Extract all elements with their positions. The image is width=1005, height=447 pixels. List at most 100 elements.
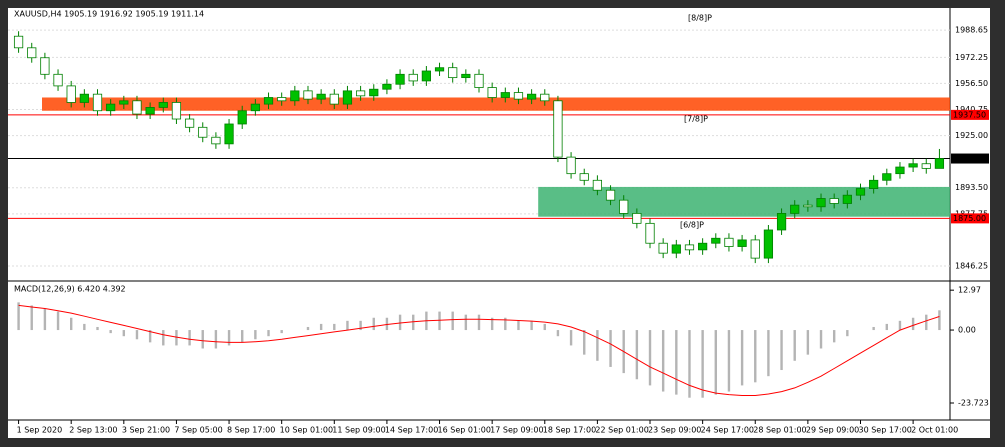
x-tick-label: 17 Sep 09:00 xyxy=(490,426,543,435)
candle-body xyxy=(145,107,155,115)
candle-body xyxy=(513,92,524,100)
candle-body xyxy=(119,100,129,105)
x-tick-label: 1 Sep 2020 xyxy=(17,426,63,435)
candle-body xyxy=(671,244,681,254)
histogram-bar xyxy=(596,330,599,361)
candle-body xyxy=(684,244,695,251)
candle-body xyxy=(421,70,431,82)
candle-body xyxy=(645,222,655,244)
histogram-bar xyxy=(793,330,796,361)
histogram-bar xyxy=(675,330,678,395)
histogram-bar xyxy=(227,330,231,346)
y-tick-label: 1940.75 xyxy=(955,105,988,114)
candle-body xyxy=(934,158,945,169)
y-tick-label: 1893.50 xyxy=(955,183,988,192)
candle-body xyxy=(776,213,787,231)
histogram-bar xyxy=(925,314,928,331)
candle-body xyxy=(829,198,839,204)
histogram-bar xyxy=(17,302,20,331)
candle-body xyxy=(921,163,931,169)
y-tick-label: 1988.65 xyxy=(955,26,988,35)
histogram-bar xyxy=(438,311,441,331)
histogram-bar xyxy=(306,326,310,331)
x-tick-label: 11 Sep 09:00 xyxy=(332,426,385,435)
histogram-bar xyxy=(819,330,823,349)
candle-body xyxy=(211,136,221,145)
candle-body xyxy=(527,93,537,100)
candle-body xyxy=(448,67,458,79)
x-tick-label: 29 Sep 09:00 xyxy=(806,426,859,435)
annotation: [6/8]P xyxy=(680,221,704,230)
candle-body xyxy=(53,73,63,87)
histogram-bar xyxy=(385,317,389,331)
candle-body xyxy=(277,97,287,102)
annotation: [7/8]P xyxy=(684,115,708,124)
histogram-bar xyxy=(346,320,349,331)
candle-body xyxy=(106,103,116,112)
candle-body xyxy=(66,85,76,103)
histogram-bar xyxy=(148,330,152,343)
x-tick-label: 3 Sep 21:00 xyxy=(122,426,170,435)
candle-body xyxy=(13,35,24,49)
x-tick-label: 16 Sep 01:00 xyxy=(438,426,491,435)
histogram-bar xyxy=(740,330,744,386)
histogram-bar xyxy=(333,323,336,331)
histogram-bar xyxy=(938,310,941,331)
candle-body xyxy=(290,90,300,102)
candle-body xyxy=(803,204,813,208)
histogram-bar xyxy=(267,330,270,337)
histogram-bar xyxy=(688,330,691,398)
candle-body xyxy=(658,242,668,254)
level-label: 1911.14 xyxy=(953,154,986,163)
candle-body xyxy=(763,229,774,259)
histogram-bar xyxy=(517,320,520,331)
candle-body xyxy=(158,102,168,108)
histogram-bar xyxy=(635,330,639,380)
histogram-bar xyxy=(754,330,757,383)
y-tick-label: 1846.25 xyxy=(955,261,988,270)
histogram-bar xyxy=(96,326,99,331)
candle-body xyxy=(434,67,445,72)
y-tick-label: 1972.25 xyxy=(955,53,988,62)
x-tick-label: 2 Sep 13:00 xyxy=(69,426,117,435)
x-tick-label: 24 Sep 17:00 xyxy=(701,426,754,435)
chart-title: XAUUSD,H4 1905.19 1916.92 1905.19 1911.1… xyxy=(14,10,204,19)
histogram-bar xyxy=(241,330,244,343)
x-tick-label: 23 Sep 09:00 xyxy=(648,426,701,435)
histogram-bar xyxy=(556,330,560,337)
histogram-bar xyxy=(398,314,402,331)
candle-body xyxy=(908,163,918,168)
histogram-bar xyxy=(135,330,139,340)
histogram-bar xyxy=(806,330,810,355)
candle-body xyxy=(382,83,392,90)
histogram-bar xyxy=(609,330,612,367)
histogram-bar xyxy=(780,330,783,371)
x-tick-label: 28 Sep 01:00 xyxy=(753,426,806,435)
histogram-bar xyxy=(254,330,257,340)
histogram-bar xyxy=(911,317,915,331)
candle-body xyxy=(579,173,589,181)
candle-body xyxy=(237,110,247,125)
x-tick-label: 18 Sep 17:00 xyxy=(543,426,596,435)
histogram-bar xyxy=(504,317,507,331)
candle-body xyxy=(592,179,603,191)
histogram-bar xyxy=(583,330,586,355)
candle-body xyxy=(553,100,563,158)
x-tick-label: 30 Sep 17:00 xyxy=(858,426,911,435)
histogram-bar xyxy=(30,305,33,331)
zone xyxy=(538,186,950,217)
histogram-bar xyxy=(464,314,468,331)
candle-body xyxy=(500,92,510,98)
x-tick-label: 14 Sep 17:00 xyxy=(385,426,438,435)
candle-body xyxy=(790,204,800,214)
candle-body xyxy=(40,57,50,75)
histogram-bar xyxy=(43,308,47,331)
candle-body xyxy=(842,194,852,204)
histogram-bar xyxy=(727,330,731,392)
level-label-bg xyxy=(951,153,989,164)
histogram-bar xyxy=(846,330,849,337)
histogram-bar xyxy=(477,314,481,331)
chart-background xyxy=(8,8,990,438)
candle-body xyxy=(619,199,629,214)
x-tick-label: 8 Sep 17:00 xyxy=(227,426,275,435)
